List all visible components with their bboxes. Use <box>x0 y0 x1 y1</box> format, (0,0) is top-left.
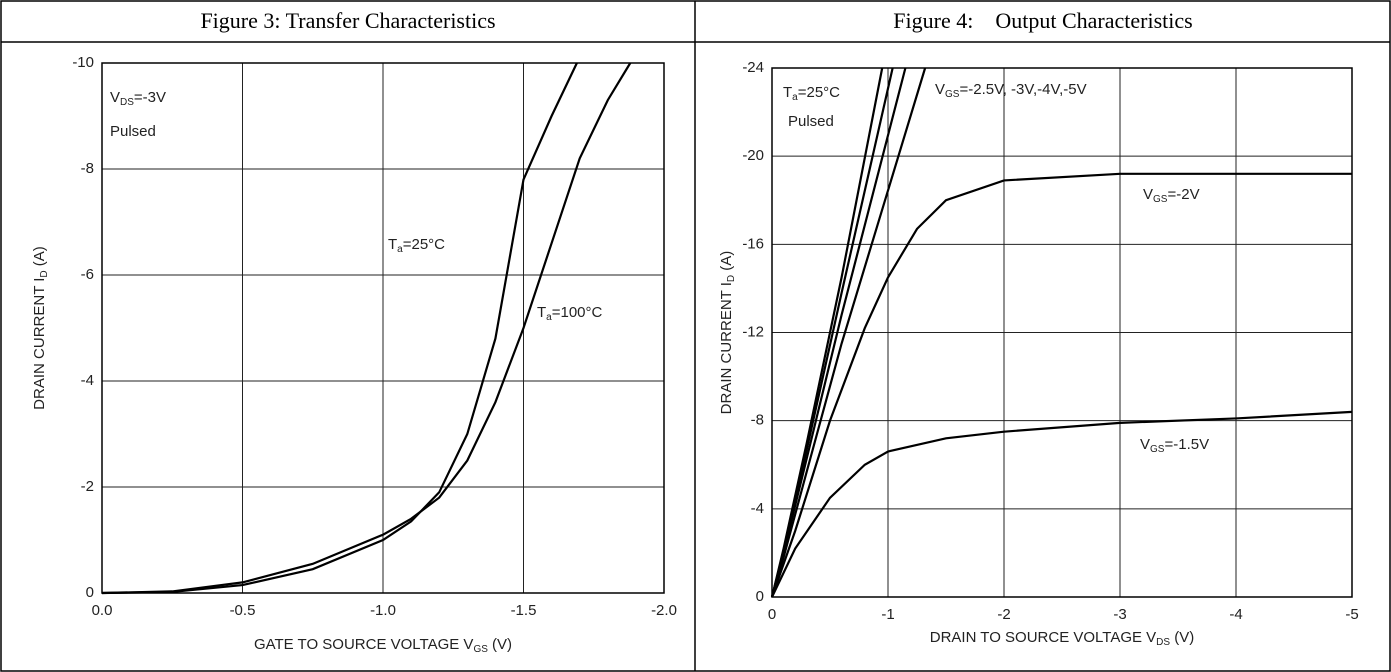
annotation-part: =-2V <box>1167 186 1199 203</box>
y-tick-label: -6 <box>81 266 94 283</box>
annotation: VDS=-3V <box>110 89 166 108</box>
curve <box>770 67 927 598</box>
x-tick-label: 0 <box>768 606 776 623</box>
x-tick-label: -2 <box>997 606 1010 623</box>
annotation-part: V <box>935 81 945 98</box>
y-axis-label-part: D <box>726 275 737 282</box>
y-tick-label: -8 <box>751 412 764 429</box>
x-axis-label: DRAIN TO SOURCE VOLTAGE VDS (V) <box>930 629 1195 648</box>
y-tick-label: -16 <box>742 235 764 252</box>
y-tick-label: 0 <box>86 584 94 601</box>
y-tick-label: -8 <box>81 160 94 177</box>
annotation-part: =25°C <box>403 236 445 253</box>
x-axis-label-part: GS <box>473 644 488 655</box>
x-tick-label: -4 <box>1229 606 1242 623</box>
annotation: VGS=-2V <box>1143 186 1200 205</box>
y-axis-label-part: DRAIN CURRENT I <box>718 282 735 414</box>
x-axis-label-part: DRAIN TO SOURCE VOLTAGE V <box>930 629 1156 646</box>
y-axis-label: DRAIN CURRENT ID (A) <box>31 246 50 410</box>
x-tick-label: -3 <box>1113 606 1126 623</box>
x-tick-label: -5 <box>1345 606 1358 623</box>
annotation-part: T <box>783 84 792 101</box>
y-tick-label: -20 <box>742 147 764 164</box>
annotation-part: DS <box>120 97 134 108</box>
annotation-part: T <box>537 304 546 321</box>
chart-title: Figure 3: Transfer Characteristics <box>200 8 495 33</box>
annotation-part: =25°C <box>798 84 840 101</box>
y-tick-label: -4 <box>81 372 94 389</box>
y-axis-label: DRAIN CURRENT ID (A) <box>718 251 737 415</box>
annotation-part: Pulsed <box>110 123 156 140</box>
annotation: Pulsed <box>110 123 156 140</box>
curve <box>771 410 1353 598</box>
y-axis-label-part: (A) <box>718 251 735 275</box>
x-axis-label-part: GATE TO SOURCE VOLTAGE V <box>254 636 474 653</box>
curve <box>101 62 632 595</box>
annotation-part: V <box>1143 186 1153 203</box>
plot-frame <box>771 67 1353 598</box>
annotation: Pulsed <box>788 113 834 130</box>
x-tick-label: 0.0 <box>92 602 113 619</box>
annotation-part: GS <box>945 89 960 100</box>
annotation-part: =-1.5V <box>1164 436 1209 453</box>
x-axis-label: GATE TO SOURCE VOLTAGE VGS (V) <box>254 636 512 655</box>
annotation-part: Pulsed <box>788 113 834 130</box>
y-tick-label: -4 <box>751 500 764 517</box>
x-tick-label: -1 <box>881 606 894 623</box>
x-tick-label: -0.5 <box>230 602 256 619</box>
x-axis-label-part: DS <box>1156 637 1170 648</box>
annotation: Ta=25°C <box>783 84 840 103</box>
y-axis-label-part: D <box>39 270 50 277</box>
annotation-part: =-2.5V, -3V,-4V,-5V <box>959 81 1086 98</box>
annotation: VGS=-2.5V, -3V,-4V,-5V <box>935 81 1087 100</box>
annotation-part: =-3V <box>134 89 166 106</box>
curve <box>770 172 1352 598</box>
x-tick-label: -2.0 <box>651 602 677 619</box>
y-tick-label: -10 <box>72 54 94 71</box>
annotation-part: GS <box>1153 194 1168 205</box>
chart-title: Figure 4: Output Characteristics <box>893 8 1192 33</box>
x-axis-label-part: (V) <box>488 636 512 653</box>
y-tick-label: -24 <box>742 59 764 76</box>
annotation-part: T <box>388 236 397 253</box>
y-axis-label-part: DRAIN CURRENT I <box>31 278 48 410</box>
annotation: Ta=100°C <box>537 304 603 323</box>
annotation: VGS=-1.5V <box>1140 436 1209 455</box>
annotation-part: V <box>1140 436 1150 453</box>
y-tick-label: -12 <box>742 323 764 340</box>
annotation-part: V <box>110 89 120 106</box>
curve <box>101 62 578 595</box>
plot-frame <box>101 62 665 594</box>
annotation-part: GS <box>1150 444 1165 455</box>
y-tick-label: -2 <box>81 478 94 495</box>
annotation-part: =100°C <box>552 304 603 321</box>
y-tick-label: 0 <box>756 588 764 605</box>
annotation-part: a <box>397 244 403 255</box>
annotation: Ta=25°C <box>388 236 445 255</box>
annotation-part: a <box>546 312 552 323</box>
x-tick-label: -1.0 <box>370 602 396 619</box>
x-axis-label-part: (V) <box>1170 629 1194 646</box>
annotation-part: a <box>792 92 798 103</box>
x-tick-label: -1.5 <box>511 602 537 619</box>
y-axis-label-part: (A) <box>31 246 48 270</box>
